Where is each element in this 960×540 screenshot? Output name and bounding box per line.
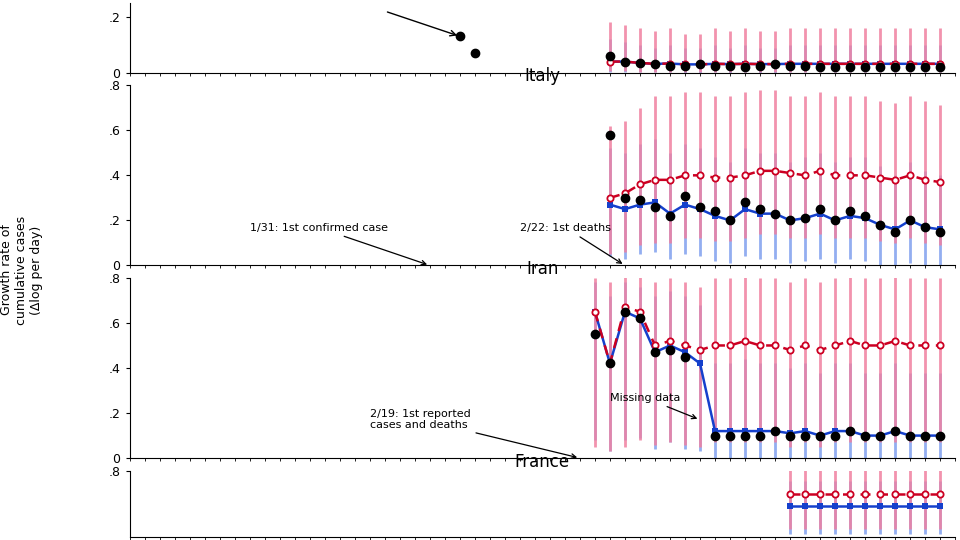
Title: Italy: Italy: [524, 67, 561, 85]
Text: Missing data: Missing data: [610, 393, 696, 418]
Text: 1/31: 1st confirmed case: 1/31: 1st confirmed case: [250, 222, 426, 265]
Text: 2/19: 1st reported
cases and deaths: 2/19: 1st reported cases and deaths: [370, 409, 576, 458]
Title: France: France: [515, 453, 570, 470]
Title: Iran: Iran: [526, 260, 559, 278]
Text: 2/22: 1st deaths: 2/22: 1st deaths: [520, 222, 621, 263]
Text: Growth rate of
cumulative cases
(Δlog per day): Growth rate of cumulative cases (Δlog pe…: [0, 215, 42, 325]
